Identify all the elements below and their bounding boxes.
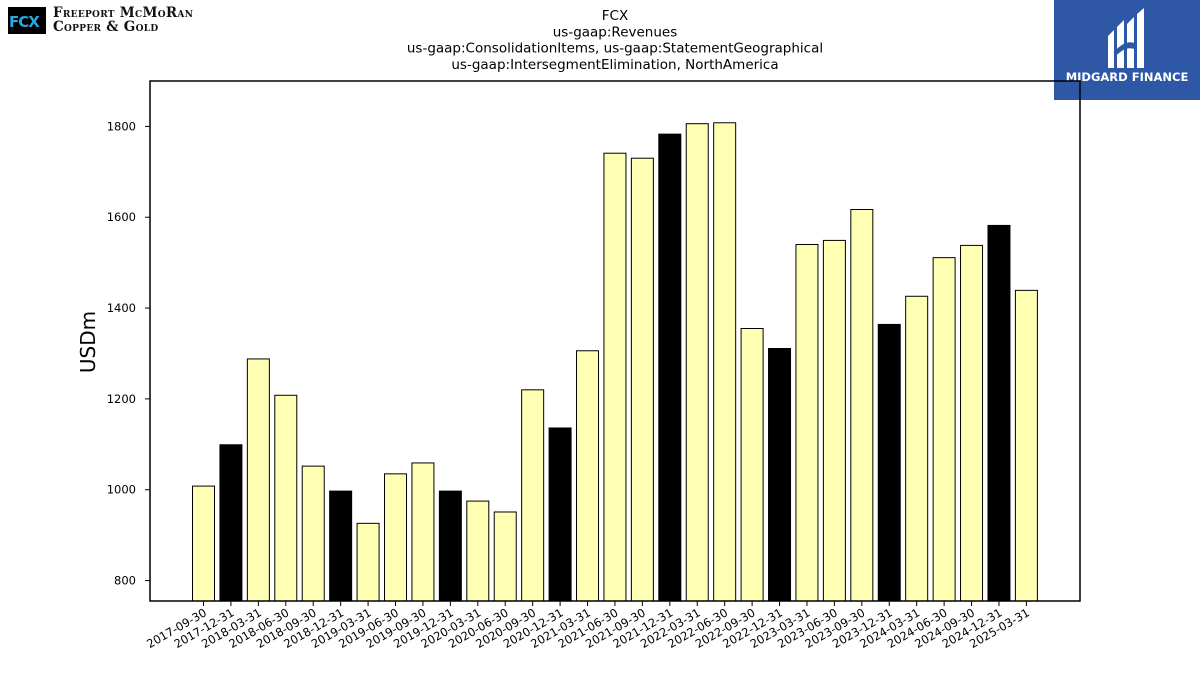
company-name-line1: Freeport McMoRan bbox=[53, 5, 194, 21]
bar-2022-06-30 bbox=[713, 122, 737, 602]
bar-2020-09-30 bbox=[521, 389, 545, 602]
bar-2019-03-31 bbox=[356, 522, 380, 602]
company-name: Freeport McMoRan Copper & Gold bbox=[53, 6, 193, 34]
bar-2018-03-31 bbox=[246, 358, 270, 602]
bar-2022-12-31 bbox=[768, 347, 792, 602]
chart-title-line: us-gaap:ConsolidationItems, us-gaap:Stat… bbox=[407, 41, 823, 57]
bar-2021-09-30 bbox=[630, 157, 654, 602]
y-tick-label: 1400 bbox=[107, 301, 136, 315]
bar-2021-06-30 bbox=[603, 152, 627, 602]
y-axis-label: USDm bbox=[76, 311, 100, 373]
fcx-logo-mark: FCX bbox=[8, 6, 46, 34]
bar-2017-12-31 bbox=[219, 444, 243, 602]
bar-2019-09-30 bbox=[411, 462, 435, 602]
chart-title-line: us-gaap:IntersegmentElimination, NorthAm… bbox=[451, 57, 778, 73]
bar-2020-12-31 bbox=[548, 427, 572, 602]
bar-2022-09-30 bbox=[740, 328, 764, 602]
bar-2020-06-30 bbox=[493, 511, 517, 602]
bar-2019-06-30 bbox=[384, 473, 408, 602]
bar-2023-12-31 bbox=[877, 323, 901, 602]
bar-2021-12-31 bbox=[658, 133, 682, 602]
fcx-logo-mark-text: FCX bbox=[9, 12, 40, 31]
bars bbox=[192, 122, 1038, 602]
y-tick-label: 1800 bbox=[107, 119, 136, 133]
bar-2023-06-30 bbox=[822, 239, 846, 602]
y-tick-label: 1600 bbox=[107, 210, 136, 224]
midgard-finance-name: MIDGARD FINANCE bbox=[1065, 70, 1189, 84]
chart-title: FCXus-gaap:Revenuesus-gaap:Consolidation… bbox=[407, 8, 823, 73]
bar-2025-03-31 bbox=[1014, 289, 1038, 602]
midgard-finance-logo: MIDGARD FINANCE bbox=[1054, 0, 1200, 100]
bar-2024-03-31 bbox=[905, 295, 929, 602]
freeport-mcmoran-logo: FCX Freeport McMoRan Copper & Gold bbox=[8, 6, 193, 34]
y-axis: 800 1000 1200 1400 1600 1800 bbox=[107, 119, 150, 588]
bar-2024-06-30 bbox=[932, 257, 956, 602]
chart-title-line: us-gaap:Revenues bbox=[553, 24, 678, 40]
bar-2018-12-31 bbox=[329, 490, 353, 602]
y-tick-label: 1000 bbox=[107, 483, 136, 497]
x-axis: 2017-09-302017-12-312018-03-312018-06-30… bbox=[144, 601, 1032, 651]
bar-2022-03-31 bbox=[685, 123, 709, 602]
bar-2018-06-30 bbox=[274, 394, 298, 602]
chart-title-line: FCX bbox=[602, 8, 628, 24]
company-name-line2: Copper & Gold bbox=[53, 19, 159, 35]
bar-2024-09-30 bbox=[960, 244, 984, 602]
bar-2020-03-31 bbox=[466, 500, 490, 602]
midgard-emblem-icon bbox=[1108, 8, 1144, 68]
y-tick-label: 800 bbox=[114, 574, 136, 588]
bar-2023-03-31 bbox=[795, 243, 819, 602]
bar-2023-09-30 bbox=[850, 209, 874, 602]
bar-2018-09-30 bbox=[301, 465, 325, 602]
bar-2024-12-31 bbox=[987, 224, 1011, 602]
bar-2019-12-31 bbox=[438, 490, 462, 602]
y-tick-label: 1200 bbox=[107, 392, 136, 406]
bar-2021-03-31 bbox=[576, 350, 600, 602]
bar-2017-09-30 bbox=[192, 485, 215, 602]
plot-frame bbox=[149, 80, 1081, 602]
